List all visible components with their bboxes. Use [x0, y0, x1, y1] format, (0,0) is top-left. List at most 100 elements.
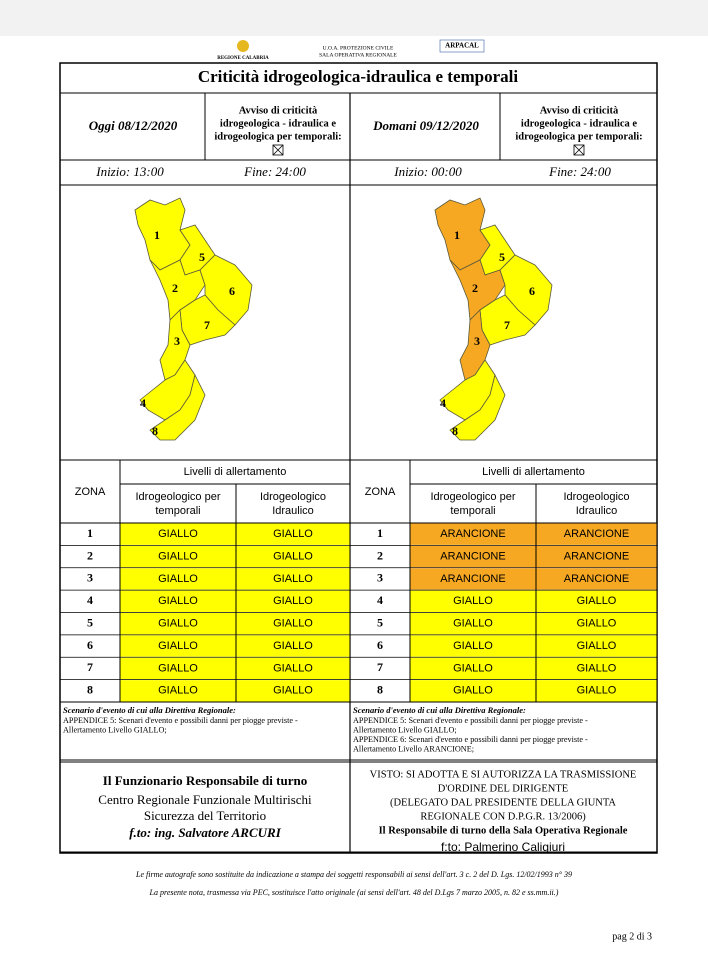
scenario-line: Allertamento Livello GIALLO;: [353, 725, 457, 734]
zone-number: 2: [87, 548, 93, 562]
map-zone-label: 3: [174, 334, 180, 348]
scenario-heading: Scenario d'evento di cui alla Direttiva …: [63, 705, 236, 715]
levels-header: Livelli di allertamento: [184, 466, 287, 478]
level-value: GIALLO: [158, 640, 198, 652]
level-cell: [236, 523, 350, 545]
checkbox: [573, 144, 585, 156]
level-value: ARANCIONE: [440, 550, 505, 562]
column-header: Idrogeologico: [563, 491, 629, 503]
column-header: temporali: [155, 505, 200, 517]
level-value: ARANCIONE: [564, 528, 629, 540]
region-map: [434, 197, 553, 441]
level-cell: [410, 657, 536, 680]
level-cell: [120, 523, 236, 545]
top-band: [0, 0, 708, 36]
map-zone-label: 1: [154, 228, 160, 242]
level-value: ARANCIONE: [564, 573, 629, 585]
scenario-heading: Scenario d'evento di cui alla Direttiva …: [353, 705, 526, 715]
level-value: ARANCIONE: [440, 573, 505, 585]
region-emblem: [237, 40, 249, 52]
level-cell: [410, 545, 536, 568]
level-cell: [536, 568, 657, 590]
zone-number: 7: [87, 660, 93, 674]
zone-number: 3: [87, 571, 93, 585]
level-value: GIALLO: [273, 573, 313, 585]
level-value: GIALLO: [577, 685, 617, 697]
level-value: GIALLO: [158, 550, 198, 562]
zone-header: ZONA: [365, 486, 396, 498]
level-cell: [536, 657, 657, 680]
level-cell: [120, 590, 236, 612]
column-header: Idrogeologico per: [430, 491, 515, 503]
level-value: GIALLO: [453, 618, 493, 630]
day-date: Oggi 08/12/2020: [89, 118, 178, 133]
map-zone-label: 2: [472, 281, 478, 295]
level-cell: [410, 613, 536, 635]
approval-line: f:to: Palmerino Caligiuri: [441, 840, 565, 854]
levels-header: Livelli di allertamento: [482, 466, 585, 478]
level-value: GIALLO: [273, 618, 313, 630]
level-cell: [536, 545, 657, 568]
signature-line: Centro Regionale Funzionale Multirischi: [98, 792, 312, 807]
level-cell: [120, 613, 236, 635]
zone-number: 1: [87, 526, 93, 540]
page-number: pag 2 di 3: [612, 931, 652, 942]
zone-number: 1: [377, 526, 383, 540]
document-title: Criticità idrogeologica-idraulica e temp…: [198, 67, 519, 86]
map-zone: [449, 259, 506, 321]
checkbox-cross: [272, 144, 284, 156]
scenario-line: Allertamento Livello GIALLO;: [63, 725, 167, 734]
end-time: Fine: 24:00: [243, 164, 306, 179]
checkbox: [272, 144, 284, 156]
notice-line: idrogeologica per temporali:: [214, 131, 341, 142]
map-zone-label: 5: [499, 250, 505, 264]
approval-line: D'ORDINE DEL DIRIGENTE: [438, 783, 568, 794]
checkbox-cross: [573, 144, 585, 156]
level-value: ARANCIONE: [440, 528, 505, 540]
column-header: Idrogeologico: [260, 491, 326, 503]
zone-number: 6: [87, 638, 93, 652]
signature-line: Sicurezza del Territorio: [144, 808, 266, 823]
column-header: Idraulico: [576, 505, 618, 517]
level-cell: [120, 680, 236, 702]
zone-number: 2: [377, 548, 383, 562]
notice-line: idrogeologica per temporali:: [515, 131, 642, 142]
level-value: GIALLO: [158, 618, 198, 630]
level-value: GIALLO: [453, 685, 493, 697]
map-zone-label: 1: [454, 228, 460, 242]
level-value: GIALLO: [453, 662, 493, 674]
level-value: GIALLO: [273, 685, 313, 697]
level-cell: [120, 657, 236, 680]
region-map: [134, 197, 253, 441]
zone-number: 8: [377, 683, 383, 697]
column-header: Idraulico: [272, 505, 314, 517]
scenario-line: Allertamento Livello ARANCIONE;: [353, 744, 474, 753]
signature-line: Il Funzionario Responsabile di turno: [103, 773, 307, 788]
footer-note: La presente nota, trasmessa via PEC, sos…: [149, 888, 559, 897]
level-value: GIALLO: [158, 685, 198, 697]
level-value: GIALLO: [158, 528, 198, 540]
map-zone-label: 4: [440, 396, 446, 410]
level-cell: [536, 590, 657, 612]
level-cell: [536, 523, 657, 545]
scenario-line: APPENDICE 5: Scenari d'evento e possibil…: [63, 716, 298, 725]
level-cell: [236, 545, 350, 568]
map-zone-label: 6: [229, 284, 235, 298]
zone-number: 7: [377, 660, 383, 674]
zone-header: ZONA: [75, 486, 106, 498]
scenario-line: APPENDICE 5: Scenari d'evento e possibil…: [353, 716, 588, 725]
start-time: Inizio: 13:00: [95, 164, 164, 179]
signature-line: f.to: ing. Salvatore ARCURI: [129, 825, 282, 840]
level-cell: [120, 545, 236, 568]
level-value: GIALLO: [273, 595, 313, 607]
map-zone: [149, 373, 206, 441]
approval-line: VISTO: SI ADOTTA E SI AUTORIZZA LA TRASM…: [370, 769, 637, 780]
map-zone: [449, 373, 506, 441]
agency-logo: [439, 39, 485, 53]
level-cell: [236, 680, 350, 702]
scenario-line: APPENDICE 6: Scenari d'evento e possibil…: [353, 735, 588, 744]
level-value: GIALLO: [158, 573, 198, 585]
level-value: GIALLO: [453, 595, 493, 607]
zone-number: 5: [377, 615, 383, 629]
level-value: GIALLO: [577, 618, 617, 630]
